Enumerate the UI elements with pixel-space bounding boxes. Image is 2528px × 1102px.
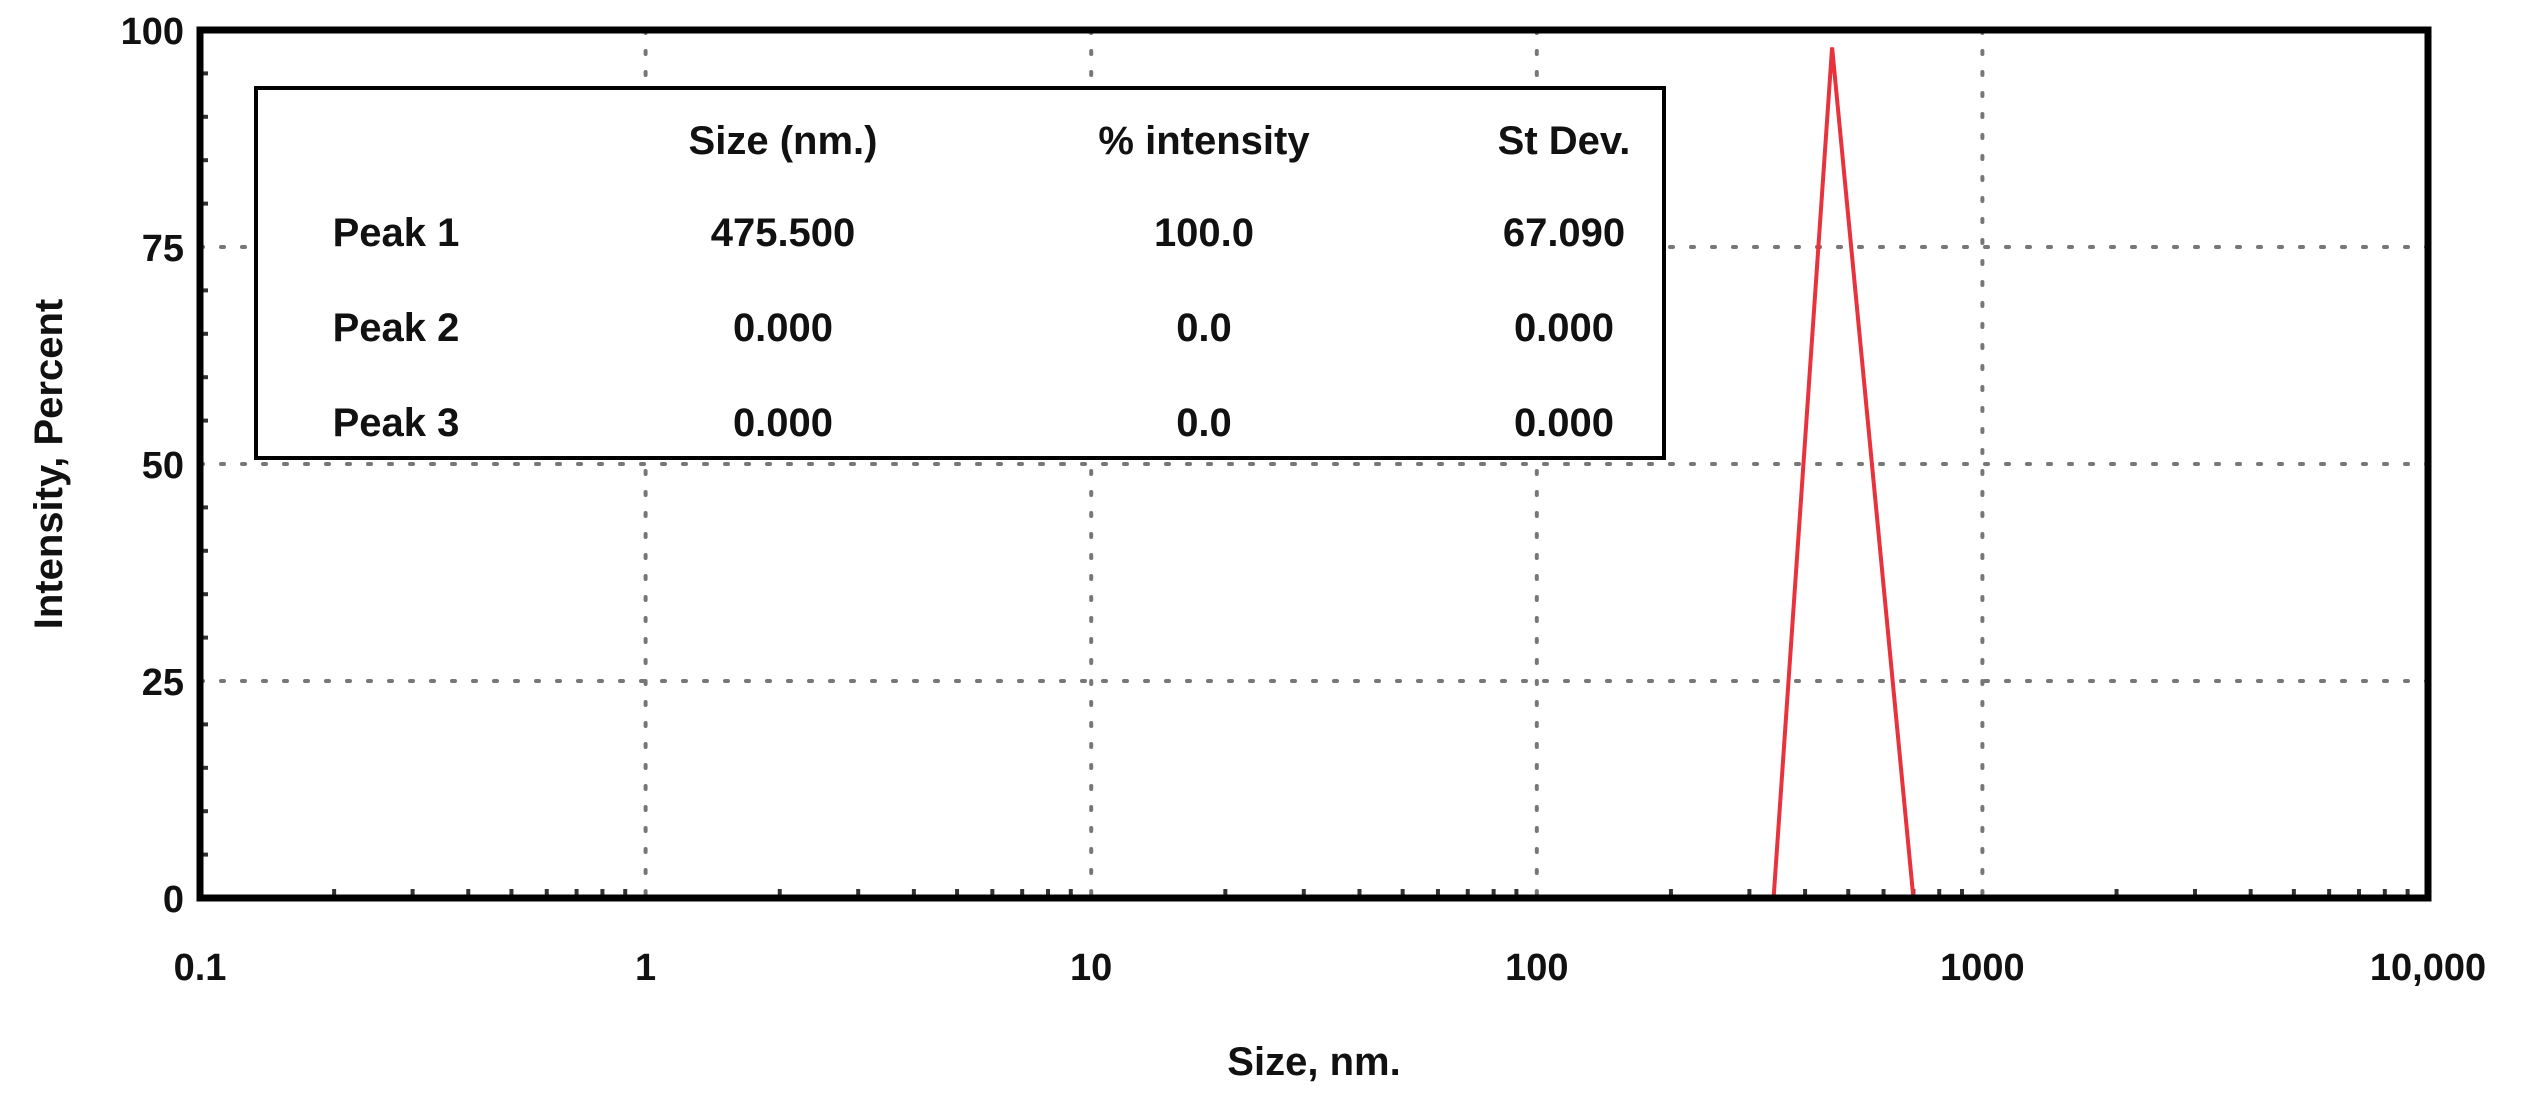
y-tick-label: 75: [142, 228, 184, 270]
table-cell: 475.500: [711, 211, 856, 255]
table-cell: 0.000: [1514, 306, 1614, 350]
table-header-cell: St Dev.: [1498, 119, 1631, 163]
table-row-label: Peak 3: [333, 401, 460, 445]
y-tick-labels: 0 25 50 75 100: [121, 11, 184, 921]
x-tick-label: 1: [635, 947, 656, 989]
x-axis-title: Size, nm.: [1227, 1040, 1400, 1084]
y-tick-label: 100: [121, 11, 184, 53]
table-header-cell: % intensity: [1098, 119, 1310, 163]
y-axis-title: Intensity, Percent: [27, 299, 71, 629]
x-tick-label: 1000: [1940, 947, 2025, 989]
x-tick-label: 100: [1505, 947, 1568, 989]
table-cell: 0.0: [1176, 306, 1232, 350]
table-cell: 0.000: [733, 401, 833, 445]
table-cell: 67.090: [1503, 211, 1625, 255]
table-cell: 0.000: [1514, 401, 1614, 445]
x-tick-labels: 0.1 1 10 100 1000 10,000: [174, 947, 2487, 989]
table-header-cell: Size (nm.): [689, 119, 878, 163]
x-tick-label: 10,000: [2370, 947, 2486, 989]
x-tick-label: 0.1: [174, 947, 227, 989]
peak-table-border: [254, 86, 1666, 460]
y-tick-label: 25: [142, 662, 184, 704]
table-cell: 0.0: [1176, 401, 1232, 445]
x-tick-label: 10: [1070, 947, 1112, 989]
table-row-label: Peak 1: [333, 211, 460, 255]
plot-frame: [196, 26, 2432, 902]
y-tick-label: 0: [163, 879, 184, 921]
y-tick-label: 50: [142, 445, 184, 487]
peak-summary-table: Size (nm.) % intensity St Dev. Peak 1 475.50…: [254, 86, 1666, 460]
table-cell: 0.000: [733, 306, 833, 350]
table-cell: 100.0: [1154, 211, 1254, 255]
table-row-label: Peak 2: [333, 306, 460, 350]
